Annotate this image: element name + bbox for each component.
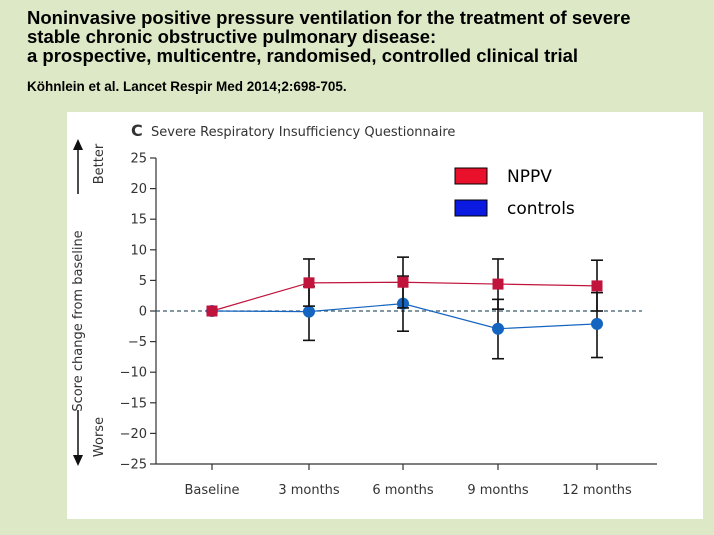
x-tick-label: 6 months	[372, 483, 434, 498]
axes: 25 20 15 10 5 0 −5 −10 −15 −20 −25 Baseline 3 months…	[71, 139, 657, 498]
x-tick-label: 12 months	[562, 483, 632, 498]
controls-point	[303, 305, 315, 318]
worse-arrow-head	[73, 455, 83, 466]
y-tick-label: −25	[120, 458, 147, 473]
y-tick-label: 20	[130, 182, 147, 197]
nppv-point	[492, 278, 504, 290]
x-tick-label: 9 months	[467, 483, 529, 498]
citation: Köhnlein et al. Lancet Respir Med 2014;2…	[27, 79, 347, 94]
legend-swatch-nppv	[454, 167, 488, 185]
nppv-point	[591, 280, 603, 292]
title-line-2: stable chronic obstructive pulmonary dis…	[27, 26, 437, 47]
legend: NPPV controls	[454, 167, 575, 219]
chart-svg: C Severe Respiratory Insufficiency Quest…	[71, 121, 657, 498]
y-axis-label: Score change from baseline	[71, 230, 86, 411]
x-tick-label: 3 months	[278, 483, 340, 498]
title-line-3: a prospective, multicentre, randomised, …	[27, 45, 579, 66]
legend-label-nppv: NPPV	[507, 167, 552, 187]
legend-swatch-controls	[454, 199, 488, 217]
better-arrow-head	[73, 139, 83, 150]
chart-title: Severe Respiratory Insufficiency Questio…	[151, 125, 455, 140]
y-tick-label: 10	[130, 243, 147, 258]
y-label-better: Better	[92, 143, 107, 184]
title-line-1: Noninvasive positive pressure ventilatio…	[27, 7, 631, 28]
y-tick-label: 0	[139, 305, 147, 320]
panel-letter: C	[131, 121, 143, 140]
y-tick-label: −10	[120, 366, 147, 381]
x-tick-label: Baseline	[184, 483, 239, 498]
nppv-point	[303, 277, 315, 289]
y-label-worse: Worse	[92, 417, 107, 457]
nppv-point	[206, 305, 218, 317]
y-tick-label: −20	[120, 427, 147, 442]
y-tick-label: 5	[139, 274, 147, 289]
nppv-point	[397, 276, 409, 288]
y-tick-label: 25	[130, 152, 147, 167]
y-tick-label: 15	[130, 213, 147, 228]
chart-marks	[206, 256, 603, 360]
controls-point	[492, 322, 504, 335]
slide-title: Noninvasive positive pressure ventilatio…	[27, 8, 707, 65]
y-tick-label: −5	[128, 335, 147, 350]
controls-point	[591, 317, 603, 330]
chart-panel: C Severe Respiratory Insufficiency Quest…	[67, 112, 703, 519]
legend-label-controls: controls	[507, 199, 575, 219]
y-tick-label: −15	[120, 396, 147, 411]
